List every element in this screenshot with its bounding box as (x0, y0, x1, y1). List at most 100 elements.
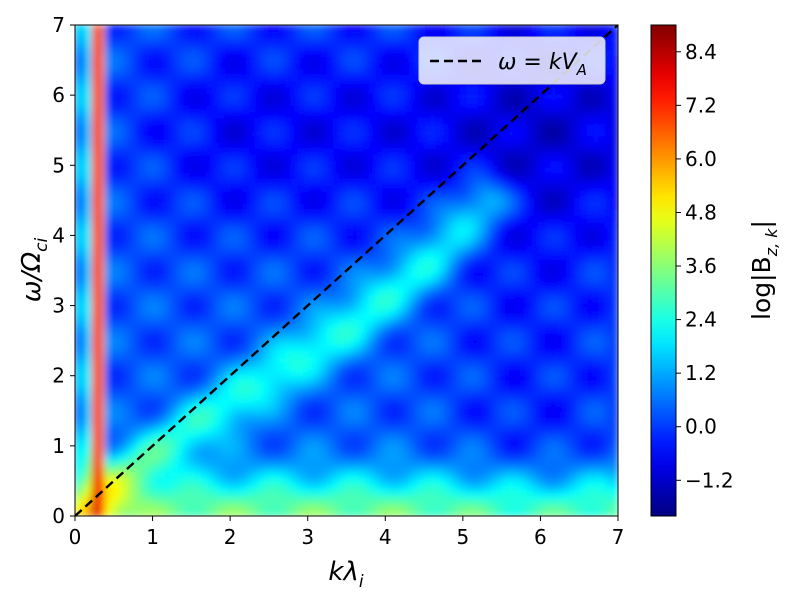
heatmap-cell (381, 220, 390, 229)
heatmap-cell (273, 281, 282, 290)
heatmap-cell (309, 201, 318, 211)
heatmap-cell (218, 85, 227, 94)
heatmap-cell (399, 312, 408, 321)
heatmap-cell (309, 195, 318, 204)
heatmap-cell (279, 281, 288, 290)
heatmap-cell (122, 330, 131, 340)
heatmap-cell (345, 208, 354, 217)
heatmap-cell (230, 496, 239, 505)
heatmap-cell (242, 300, 251, 309)
heatmap-cell (80, 361, 89, 370)
heatmap-cell (164, 189, 173, 198)
heatmap-cell (297, 416, 306, 425)
heatmap-cell (315, 478, 324, 487)
heatmap-cell (212, 159, 221, 168)
heatmap-cell (351, 306, 360, 315)
heatmap-cell (182, 30, 191, 39)
heatmap-cell (194, 330, 203, 340)
heatmap-cell (309, 257, 318, 266)
heatmap-cell (321, 330, 330, 340)
heatmap-cell (291, 435, 300, 444)
heatmap-cell (297, 429, 306, 438)
heatmap-cell (86, 116, 95, 125)
heatmap-cell (327, 490, 336, 499)
heatmap-cell (75, 367, 83, 376)
heatmap-cell (152, 244, 161, 254)
heatmap-cell (309, 152, 318, 162)
heatmap-cell (194, 109, 203, 119)
heatmap-cell (351, 109, 360, 119)
heatmap-cell (200, 435, 209, 444)
heatmap-cell (303, 30, 312, 39)
heatmap-cell (158, 128, 167, 137)
heatmap-cell (399, 220, 408, 229)
heatmap-cell (176, 251, 185, 260)
heatmap-cell (188, 318, 197, 327)
heatmap-cell (255, 232, 264, 241)
heatmap-cell (224, 478, 233, 487)
heatmap-cell (242, 472, 251, 481)
heatmap-cell (297, 263, 306, 272)
heatmap-cell (315, 263, 324, 272)
heatmap-cell (297, 42, 306, 51)
heatmap-cell (116, 392, 125, 401)
heatmap-cell (242, 251, 251, 260)
heatmap-cell (357, 54, 366, 63)
heatmap-cell (393, 435, 402, 444)
heatmap-cell (267, 263, 276, 272)
heatmap-cell (122, 508, 131, 516)
heatmap-cell (291, 54, 300, 63)
heatmap-cell (116, 42, 125, 51)
heatmap-cell (170, 441, 179, 450)
heatmap-cell (261, 404, 270, 413)
heatmap-cell (351, 60, 360, 69)
heatmap-cell (134, 410, 143, 419)
heatmap-cell (321, 140, 330, 149)
heatmap-cell (345, 441, 354, 450)
heatmap-cell (140, 238, 149, 247)
heatmap-cell (351, 367, 360, 376)
heatmap-cell (80, 324, 89, 333)
heatmap-cell (122, 459, 131, 468)
heatmap-cell (267, 97, 276, 106)
heatmap-cell (110, 66, 119, 76)
heatmap-cell (242, 220, 251, 229)
heatmap-cell (152, 134, 161, 143)
heatmap-cell (303, 232, 312, 241)
heatmap-cell (351, 392, 360, 401)
heatmap-cell (399, 91, 408, 100)
heatmap-cell (291, 152, 300, 162)
heatmap-cell (315, 165, 324, 174)
heatmap-cell (369, 226, 378, 235)
heatmap-cell (128, 502, 137, 511)
heatmap-cell (236, 478, 245, 487)
heatmap-cell (315, 508, 324, 516)
heatmap-cell (339, 220, 348, 229)
heatmap-cell (279, 343, 288, 352)
heatmap-cell (134, 269, 143, 278)
heatmap-cell (345, 25, 354, 33)
heatmap-cell (230, 79, 239, 88)
heatmap-cell (381, 398, 390, 407)
heatmap-cell (206, 232, 215, 241)
heatmap-cell (303, 478, 312, 487)
heatmap-cell (339, 60, 348, 69)
heatmap-cell (212, 330, 221, 340)
heatmap-cell (321, 281, 330, 290)
heatmap-cell (224, 134, 233, 143)
heatmap-cell (381, 263, 390, 272)
heatmap-cell (116, 122, 125, 131)
heatmap-cell (267, 220, 276, 229)
heatmap-cell (128, 472, 137, 481)
heatmap-cell (170, 508, 179, 516)
heatmap-cell (327, 140, 336, 149)
heatmap-cell (152, 312, 161, 321)
heatmap-cell (236, 386, 245, 395)
heatmap-cell (285, 201, 294, 211)
heatmap-cell (309, 134, 318, 143)
heatmap-cell (212, 257, 221, 266)
heatmap-cell (381, 116, 390, 125)
heatmap-cell (279, 410, 288, 419)
heatmap-cell (75, 103, 83, 112)
heatmap-cell (182, 496, 191, 505)
